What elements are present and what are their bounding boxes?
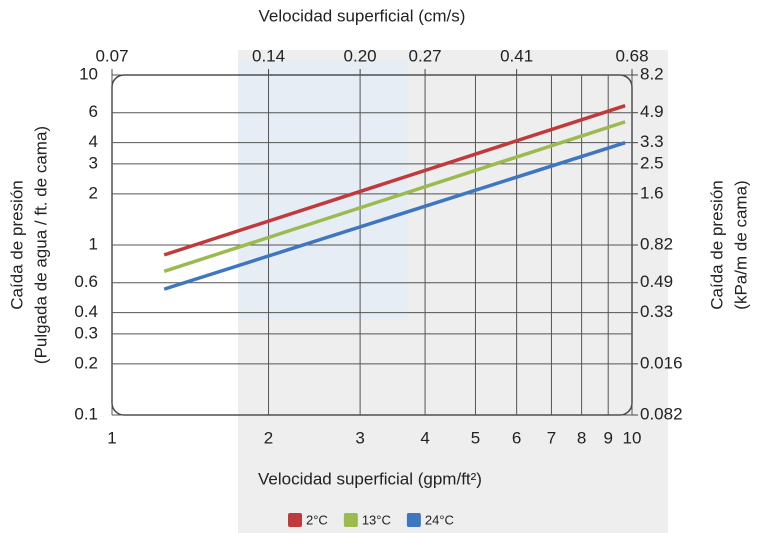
series-line [163,104,626,257]
y-tick-label: 6 [89,102,98,121]
y2-tick-label: 2.5 [640,153,664,172]
x2-tick-label: 0.41 [500,46,533,65]
y2-tick-label: 3.3 [640,132,664,151]
y2-tick-label: 0.82 [640,234,673,253]
x2-tick-label: 0.27 [409,46,442,65]
x-axis-title: Velocidad superficial (gpm/ft²) [258,469,482,488]
y2-axis-title: (kPa/m de cama) [731,180,750,309]
x2-tick-label: 0.14 [252,46,285,65]
x-tick-label: 2 [264,428,273,447]
legend-label: 24°C [425,512,454,527]
y-axis-title: Caída de presión [7,180,26,309]
y-tick-label: 2 [89,183,98,202]
y-tick-label: 0.3 [74,323,98,342]
x-tick-label: 9 [603,428,612,447]
legend-swatch [343,513,358,527]
y2-tick-label: 0.016 [640,353,683,372]
legend-label: 2°C [306,512,328,527]
y2-tick-label: 0.49 [640,272,673,291]
x-tick-label: 8 [577,428,586,447]
x2-tick-label: 0.20 [344,46,377,65]
x-tick-label: 4 [420,428,429,447]
backdrop [238,60,408,320]
legend-swatch [406,513,421,527]
y-tick-label: 0.1 [74,404,98,423]
y2-tick-label: 1.6 [640,183,664,202]
y-tick-label: 10 [79,64,98,83]
x-tick-label: 7 [547,428,556,447]
legend-swatch [288,513,302,527]
legend-label: 13°C [362,512,391,527]
y2-tick-label: 8.2 [640,64,664,83]
y-axis-title: (Pulgada de agua / ft. de cama) [31,126,50,364]
x-tick-label: 6 [512,428,521,447]
x-tick-label: 1 [107,428,116,447]
x2-tick-label: 0.07 [95,46,128,65]
y2-tick-label: 4.9 [640,102,664,121]
y-tick-label: 3 [89,153,98,172]
y-tick-label: 4 [89,132,98,151]
series-line [163,120,626,273]
y2-tick-label: 0.082 [640,404,683,423]
y2-tick-label: 0.33 [640,302,673,321]
x2-tick-label: 0.68 [615,46,648,65]
top-axis-title: Velocidad superficial (cm/s) [259,6,466,25]
y-tick-label: 0.2 [74,353,98,372]
x-tick-label: 3 [355,428,364,447]
series-line [163,140,626,291]
y-tick-label: 0.6 [74,272,98,291]
x-tick-label: 5 [471,428,480,447]
x-tick-label: 10 [623,428,642,447]
y-tick-label: 1 [89,234,98,253]
y-tick-label: 0.4 [74,302,98,321]
y2-axis-title: Caída de presión [707,180,726,309]
